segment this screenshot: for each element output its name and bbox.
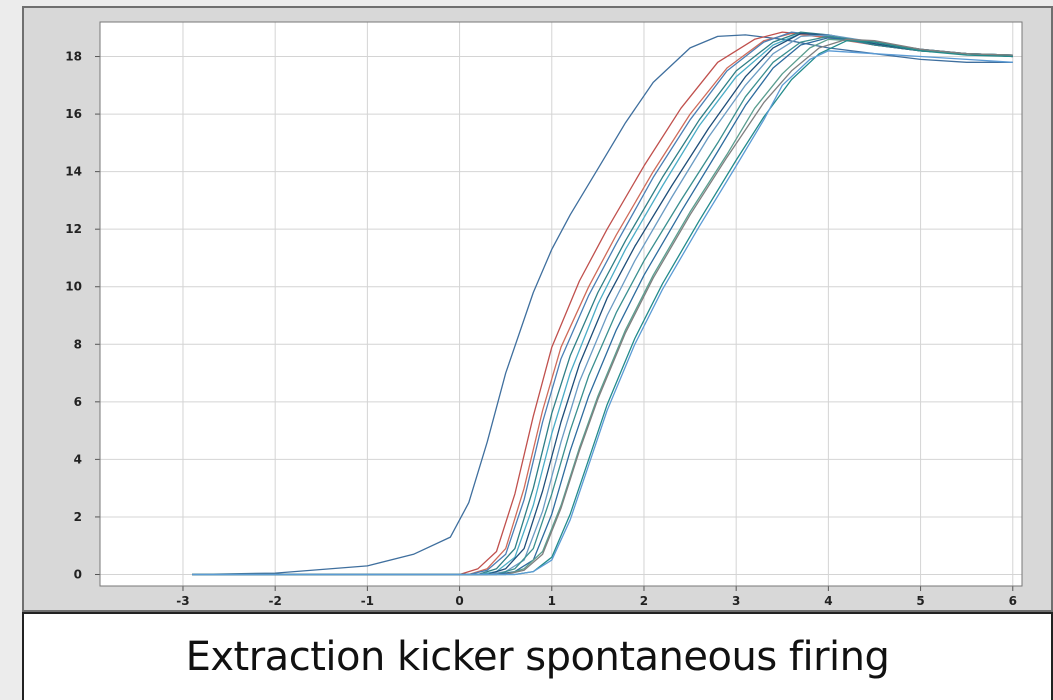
x-tick-label: -3 <box>176 594 189 608</box>
x-tick-label: -1 <box>361 594 374 608</box>
x-tick-label: 4 <box>824 594 832 608</box>
x-tick-label: 1 <box>548 594 556 608</box>
y-tick-label: 6 <box>74 395 82 409</box>
x-tick-label: 0 <box>455 594 463 608</box>
series-line-1 <box>192 34 1013 576</box>
chart-title: Extraction kicker spontaneous firing <box>185 634 890 680</box>
y-tick-label: 18 <box>65 50 82 64</box>
caption-box: Extraction kicker spontaneous firing <box>22 612 1053 700</box>
y-tick-label: 14 <box>65 165 82 179</box>
series-line-13 <box>192 38 1013 576</box>
series-line-12 <box>192 40 1013 576</box>
x-tick-label: -2 <box>269 594 282 608</box>
series-layer <box>192 31 1013 576</box>
x-tick-label: 5 <box>916 594 924 608</box>
plot-area <box>100 22 1022 586</box>
series-line-5 <box>192 31 1013 576</box>
y-tick-label: 16 <box>65 107 82 121</box>
y-tick-label: 8 <box>74 337 82 351</box>
y-tick-label: 0 <box>74 567 82 581</box>
series-line-14 <box>192 50 1013 576</box>
x-tick-label: 2 <box>640 594 648 608</box>
series-line-7 <box>192 32 1013 576</box>
y-tick-label: 10 <box>65 280 82 294</box>
x-tick-label: 6 <box>1009 594 1017 608</box>
y-tick-label: 2 <box>74 510 82 524</box>
plot-border <box>99 21 1023 587</box>
x-tick-label: 3 <box>732 594 740 608</box>
y-tick-label: 12 <box>65 222 82 236</box>
y-tick-label: 4 <box>74 452 82 466</box>
